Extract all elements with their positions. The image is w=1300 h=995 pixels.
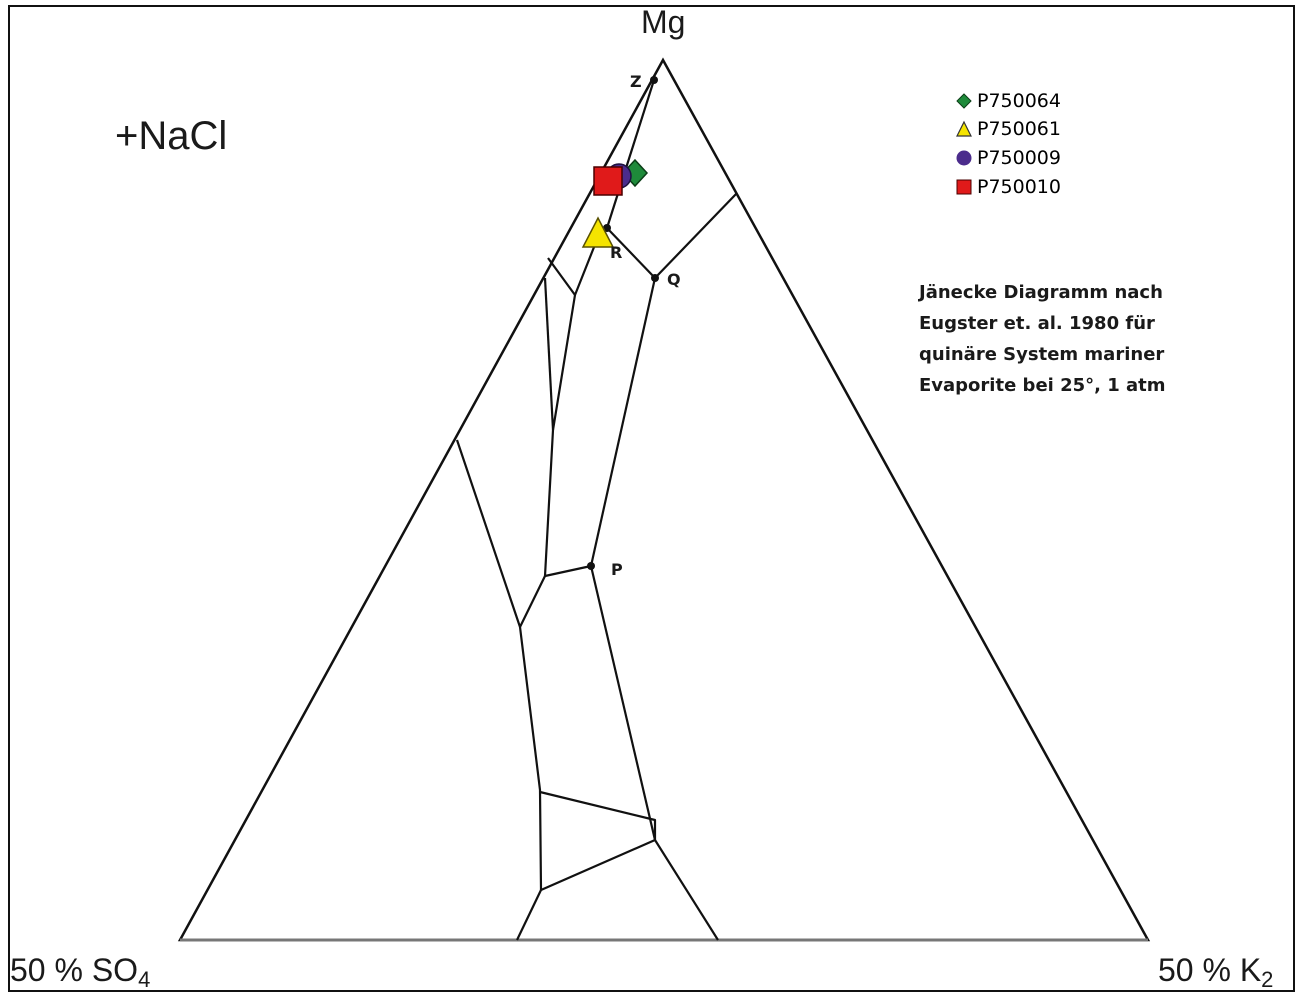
boundary-mid-horizontal bbox=[539, 790, 657, 840]
vertex-label-so4: 50 % SO4 bbox=[10, 952, 150, 993]
sample-markers bbox=[581, 158, 649, 248]
boundary-z-r bbox=[605, 79, 656, 229]
description-line: Eugster et. al. 1980 für bbox=[919, 313, 1155, 334]
legend-item: P750009 bbox=[955, 145, 1061, 171]
condition-label: +NaCl bbox=[115, 114, 228, 158]
legend-item: P750061 bbox=[955, 116, 1061, 142]
boundary-p-down bbox=[589, 565, 657, 841]
point-p-marker bbox=[587, 562, 595, 570]
vertex-label-so4-text: 50 % SO bbox=[10, 952, 139, 988]
boundary-q-right bbox=[654, 192, 738, 279]
point-q-label: Q bbox=[667, 270, 681, 289]
legend-item-label: P750064 bbox=[977, 90, 1061, 112]
diagram-description: Jänecke Diagramm nach Eugster et. al. 19… bbox=[919, 277, 1166, 401]
boundary-q-p bbox=[589, 277, 657, 567]
point-z-marker bbox=[650, 76, 658, 84]
boundary-lower-cross bbox=[540, 838, 719, 941]
circle-icon bbox=[956, 150, 972, 166]
legend-item-label: P750010 bbox=[977, 176, 1061, 198]
square-icon bbox=[956, 179, 972, 195]
vertex-label-mg: Mg bbox=[641, 4, 686, 40]
legend-item-label: P750061 bbox=[977, 118, 1061, 140]
sample-p750010-marker bbox=[593, 166, 623, 196]
vertex-label-k2-text: 50 % K bbox=[1158, 952, 1262, 988]
vertex-label-k2: 50 % K2 bbox=[1158, 952, 1273, 993]
description-line: Evaporite bei 25°, 1 atm bbox=[919, 375, 1166, 396]
boundary-left-branch bbox=[455, 439, 546, 629]
invariant-points bbox=[587, 76, 659, 570]
description-line: Jänecke Diagramm nach bbox=[919, 282, 1163, 303]
vertex-label-k2-subscript: 2 bbox=[1261, 967, 1274, 992]
triangle-icon bbox=[956, 120, 972, 137]
point-q-marker bbox=[651, 274, 659, 282]
description-line: quinäre System mariner bbox=[919, 344, 1165, 365]
boundary-r-q bbox=[606, 227, 656, 279]
point-p-label: P bbox=[611, 560, 623, 579]
sample-p750061-marker bbox=[581, 216, 615, 248]
diagram-frame bbox=[8, 5, 1295, 992]
point-r-label: R bbox=[610, 243, 623, 262]
vertex-label-so4-subscript: 4 bbox=[138, 967, 151, 992]
diamond-icon bbox=[956, 93, 972, 109]
legend-item: P750064 bbox=[955, 88, 1061, 114]
legend-item-label: P750009 bbox=[977, 147, 1061, 169]
point-z-label: Z bbox=[630, 72, 642, 91]
boundary-bottom-left bbox=[516, 889, 542, 941]
legend-item: P750010 bbox=[955, 174, 1061, 200]
boundary-inner-left bbox=[543, 294, 592, 578]
phase-boundaries bbox=[455, 79, 738, 941]
boundary-center-left bbox=[518, 626, 543, 891]
boundary-inner-edge bbox=[543, 277, 555, 431]
